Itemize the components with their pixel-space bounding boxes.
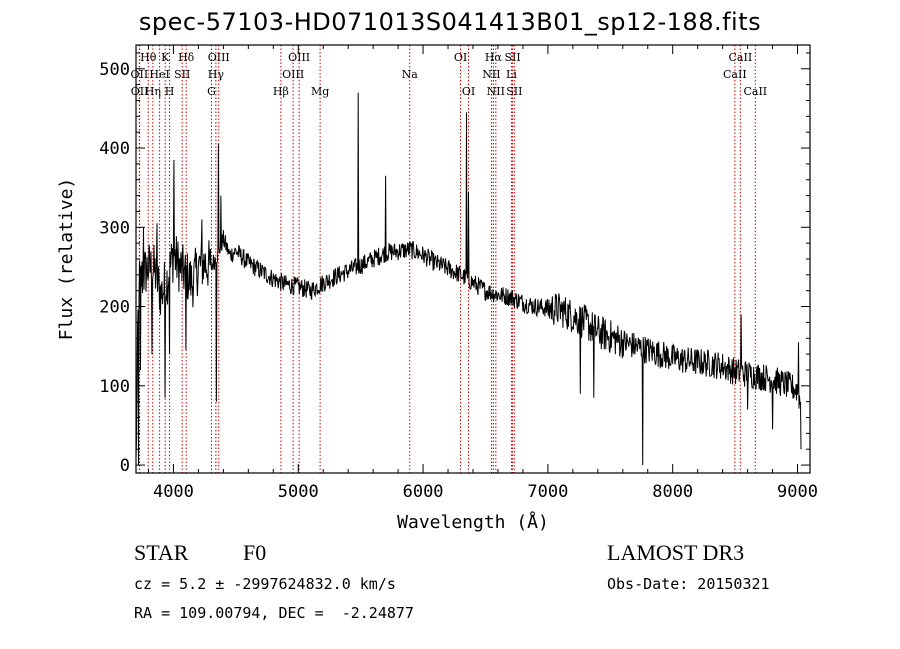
spectral-line-label: OIII bbox=[288, 51, 310, 64]
plot-frame bbox=[135, 44, 811, 474]
spectral-line-label: Hγ bbox=[208, 68, 225, 81]
spectral-line-label: OIII bbox=[282, 68, 304, 81]
spectral-line-label: H bbox=[165, 85, 175, 98]
spectral-line-label: NII bbox=[487, 85, 505, 98]
spectral-line-label: G bbox=[207, 85, 216, 98]
spectral-line-label: CaII bbox=[729, 51, 753, 64]
spectral-line-label: OIII bbox=[208, 51, 230, 64]
x-tick-label: 6000 bbox=[403, 482, 444, 502]
spectral-line-label: OI bbox=[462, 85, 475, 98]
spectral-line-label: Hβ bbox=[273, 85, 289, 98]
y-tick-label: 500 bbox=[99, 60, 130, 80]
spectral-line-label: CaII bbox=[743, 85, 767, 98]
spectral-line-label: OII bbox=[131, 85, 149, 98]
spectral-line-label: Hα bbox=[485, 51, 503, 64]
object-class: STAR bbox=[134, 540, 189, 565]
y-tick-label: 0 bbox=[120, 456, 130, 476]
spectrum-series bbox=[135, 92, 802, 466]
y-tick-label: 100 bbox=[99, 377, 130, 397]
x-tick-label: 8000 bbox=[652, 482, 693, 502]
spectral-line-label: Hθ bbox=[140, 51, 157, 64]
spectral-line-label: SII bbox=[174, 68, 190, 81]
spectral-line-label: SII bbox=[504, 51, 520, 64]
spectral-line-label: OII bbox=[131, 68, 149, 81]
y-tick-label: 200 bbox=[99, 298, 130, 318]
spectral-line-label: Na bbox=[402, 68, 419, 81]
y-tick-label: 300 bbox=[99, 218, 130, 238]
spectral-line-label: Hη bbox=[145, 85, 161, 98]
spectral-line-labels: HθOIIOIIHηHeIKHSIIHδGOIIIHγHβOIIIOIIIMgN… bbox=[131, 51, 768, 98]
object-subclass: F0 bbox=[243, 540, 267, 565]
y-tick-label: 400 bbox=[99, 139, 130, 159]
spectral-line-label: Hδ bbox=[178, 51, 195, 64]
x-tick-label: 5000 bbox=[278, 482, 319, 502]
spectral-line-label: Li bbox=[506, 68, 517, 81]
x-axis-label: Wavelength (Å) bbox=[397, 511, 549, 533]
spectral-line-label: Mg bbox=[311, 85, 329, 98]
spectral-line-label: CaII bbox=[723, 68, 747, 81]
spectral-line-label: OI bbox=[454, 51, 467, 64]
y-axis-label: Flux (relative) bbox=[56, 178, 77, 341]
x-tick-label: 7000 bbox=[527, 482, 568, 502]
chart-title: spec-57103-HD071013S041413B01_sp12-188.f… bbox=[138, 8, 762, 36]
redshift-text: cz = 5.2 ± -2997624832.0 km/s bbox=[134, 575, 396, 593]
axis-ticks: 4000 5000 6000 7000 8000 9000 0 100 200 300 400 500 bbox=[99, 45, 818, 502]
spectral-line-label: K bbox=[161, 51, 170, 64]
x-tick-label: 4000 bbox=[153, 482, 194, 502]
spectral-line-label: SII bbox=[506, 85, 522, 98]
coordinates-text: RA = 109.00794, DEC = -2.24877 bbox=[134, 604, 414, 622]
spectral-line-label: HeI bbox=[149, 68, 169, 81]
x-tick-label: 9000 bbox=[777, 482, 818, 502]
survey-name: LAMOST DR3 bbox=[607, 540, 745, 565]
spectral-line-label: NII bbox=[482, 68, 500, 81]
obs-date: Obs-Date: 20150321 bbox=[607, 575, 770, 593]
